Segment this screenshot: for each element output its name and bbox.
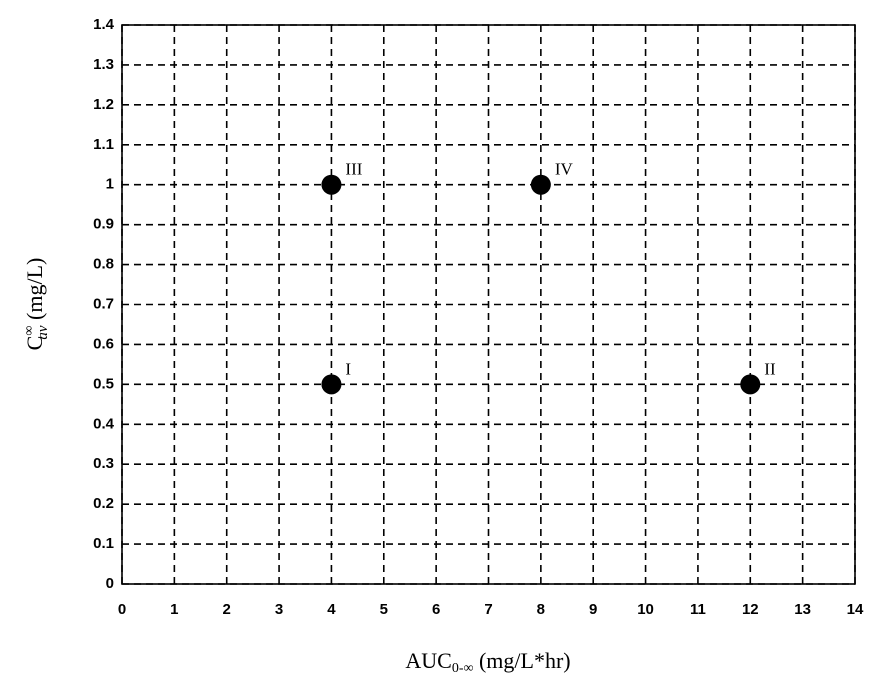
x-tick-label: 13 — [794, 601, 811, 618]
y-tick-label: 0.3 — [93, 455, 114, 472]
point-label: III — [345, 160, 362, 179]
y-tick-label: 1 — [106, 176, 114, 193]
x-label-rest: (mg/L*hr) — [473, 648, 570, 673]
point-label: I — [345, 359, 351, 378]
point — [740, 374, 761, 395]
x-tick-label: 0 — [118, 601, 126, 618]
x-tick-label: 6 — [432, 601, 440, 618]
x-tick-label: 8 — [537, 601, 545, 618]
y-tick-label: 0.9 — [93, 216, 114, 233]
x-tick-label: 1 — [170, 601, 178, 618]
y-label-rest: (mg/L) — [22, 258, 47, 326]
x-tick-label: 9 — [589, 601, 597, 618]
x-tick-label: 10 — [637, 601, 654, 618]
y-tick-label: 0.1 — [93, 535, 114, 552]
y-tick-label: 0.4 — [93, 415, 115, 432]
y-tick-label: 1.3 — [93, 56, 114, 73]
plot-frame — [121, 24, 856, 585]
x-label-main: AUC — [405, 648, 451, 673]
x-tick-label: 2 — [223, 601, 231, 618]
y-label-sub: av — [35, 325, 51, 340]
x-label-sub: 0-∞ — [452, 661, 474, 676]
x-tick-label: 14 — [847, 601, 864, 618]
x-axis-label: AUC0-∞ (mg/L*hr) — [405, 648, 570, 676]
point — [321, 374, 342, 395]
y-axis-label: C∞av (mg/L) — [22, 258, 51, 351]
x-tick-label: 12 — [742, 601, 759, 618]
y-label-sup: ∞ — [22, 326, 37, 336]
x-tick-label: 11 — [690, 601, 706, 618]
y-tick-label: 1.2 — [93, 96, 114, 113]
point-label: II — [764, 359, 776, 378]
y-tick-label: 0.7 — [93, 295, 114, 312]
x-tick-label: 4 — [327, 601, 336, 618]
y-tick-label: 0.5 — [93, 375, 114, 392]
x-tick-label: 3 — [275, 601, 283, 618]
y-label-main: C — [22, 336, 47, 351]
y-tick-label: 0.2 — [93, 495, 114, 512]
x-tick-label: 7 — [484, 601, 492, 618]
y-tick-label: 1.1 — [93, 136, 114, 153]
x-tick-label: 5 — [380, 601, 388, 618]
point — [321, 174, 342, 195]
y-tick-label: 0.8 — [93, 256, 114, 273]
y-tick-label: 1.4 — [93, 16, 115, 33]
point — [530, 174, 551, 195]
y-tick-label: 0.6 — [93, 335, 114, 352]
point-label: IV — [555, 160, 574, 179]
y-tick-label: 0 — [106, 575, 114, 592]
